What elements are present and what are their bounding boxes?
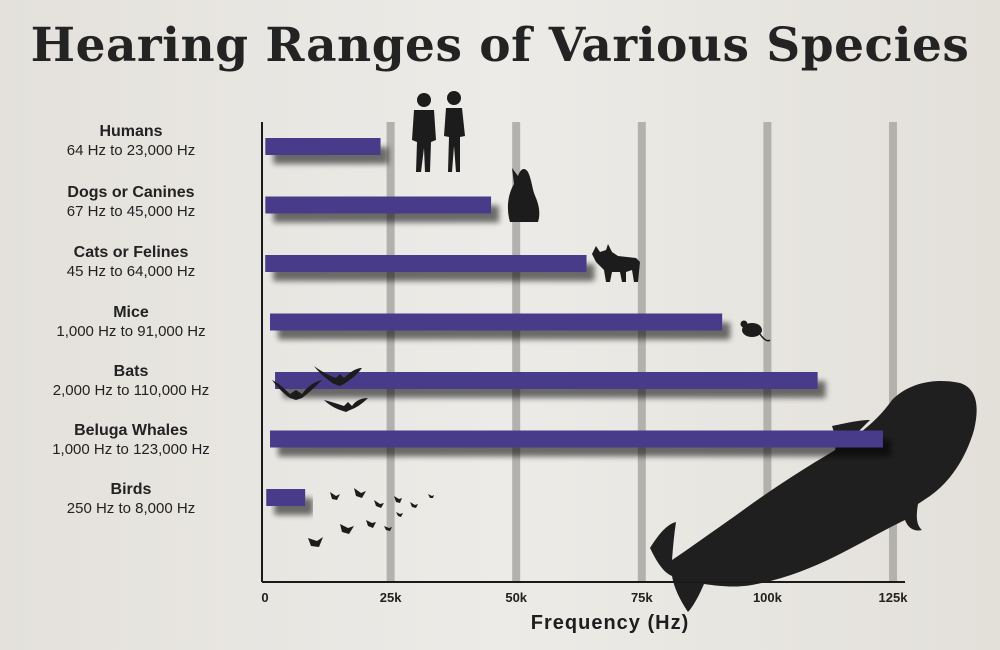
x-tick-label: 100k xyxy=(753,590,783,605)
birds-icon xyxy=(308,488,434,547)
gridline xyxy=(637,122,646,582)
gridline xyxy=(889,122,897,582)
human-couple-icon xyxy=(412,91,465,172)
species-label-bats: Bats 2,000 Hz to 110,000 Hz xyxy=(0,362,262,400)
chart-title: Hearing Ranges of Various Species xyxy=(30,18,970,73)
species-range: 45 Hz to 64,000 Hz xyxy=(66,263,196,280)
species-range: 64 Hz to 23,000 Hz xyxy=(66,142,196,159)
tick-layer: 0 25k 50k 75k 100k 125k xyxy=(261,590,908,605)
mouse-icon xyxy=(740,320,771,342)
species-range: 1,000 Hz to 91,000 Hz xyxy=(56,323,206,340)
lynx-icon xyxy=(592,244,640,282)
x-tick-label: 25k xyxy=(380,590,402,605)
bar-humans xyxy=(265,138,381,155)
beluga-whale-icon xyxy=(650,381,977,612)
x-tick-label: 75k xyxy=(631,590,653,605)
species-name: Dogs or Canines xyxy=(67,184,195,201)
bar-birds xyxy=(266,489,306,506)
bar-layer xyxy=(265,138,883,506)
species-name: Mice xyxy=(113,304,149,321)
x-tick-label: 125k xyxy=(879,590,909,605)
species-label-beluga-whales: Beluga Whales 1,000 Hz to 123,000 Hz xyxy=(0,421,262,459)
species-label-humans: Humans 64 Hz to 23,000 Hz xyxy=(0,122,262,160)
gridline xyxy=(386,122,395,582)
species-range: 1,000 Hz to 123,000 Hz xyxy=(52,441,210,458)
species-name: Cats or Felines xyxy=(73,244,189,261)
species-name: Beluga Whales xyxy=(74,422,188,439)
species-name: Birds xyxy=(110,481,152,498)
species-range: 67 Hz to 45,000 Hz xyxy=(66,203,196,220)
species-label-birds: Birds 250 Hz to 8,000 Hz xyxy=(0,480,262,518)
gridline xyxy=(763,122,772,582)
x-axis-label: Frequency (Hz) xyxy=(530,612,690,634)
species-name: Humans xyxy=(99,123,163,140)
gridline xyxy=(512,122,521,582)
bar-beluga-whales xyxy=(270,430,883,448)
bar-mice xyxy=(270,313,723,331)
grid-layer xyxy=(386,122,897,582)
bats-icon xyxy=(272,366,368,412)
bar-bats xyxy=(275,372,818,389)
howling-wolf-icon xyxy=(507,168,540,222)
bar-dogs-or-canines xyxy=(265,196,492,214)
x-tick-label: 50k xyxy=(505,590,527,605)
x-tick-label: 0 xyxy=(261,590,268,605)
species-name: Bats xyxy=(113,363,149,380)
species-range: 2,000 Hz to 110,000 Hz xyxy=(52,382,210,399)
species-label-mice: Mice 1,000 Hz to 91,000 Hz xyxy=(0,303,262,341)
bar-cats-or-felines xyxy=(265,255,587,272)
species-label-dogs: Dogs or Canines 67 Hz to 45,000 Hz xyxy=(0,183,262,221)
species-label-cats: Cats or Felines 45 Hz to 64,000 Hz xyxy=(0,243,262,281)
species-range: 250 Hz to 8,000 Hz xyxy=(66,500,196,517)
